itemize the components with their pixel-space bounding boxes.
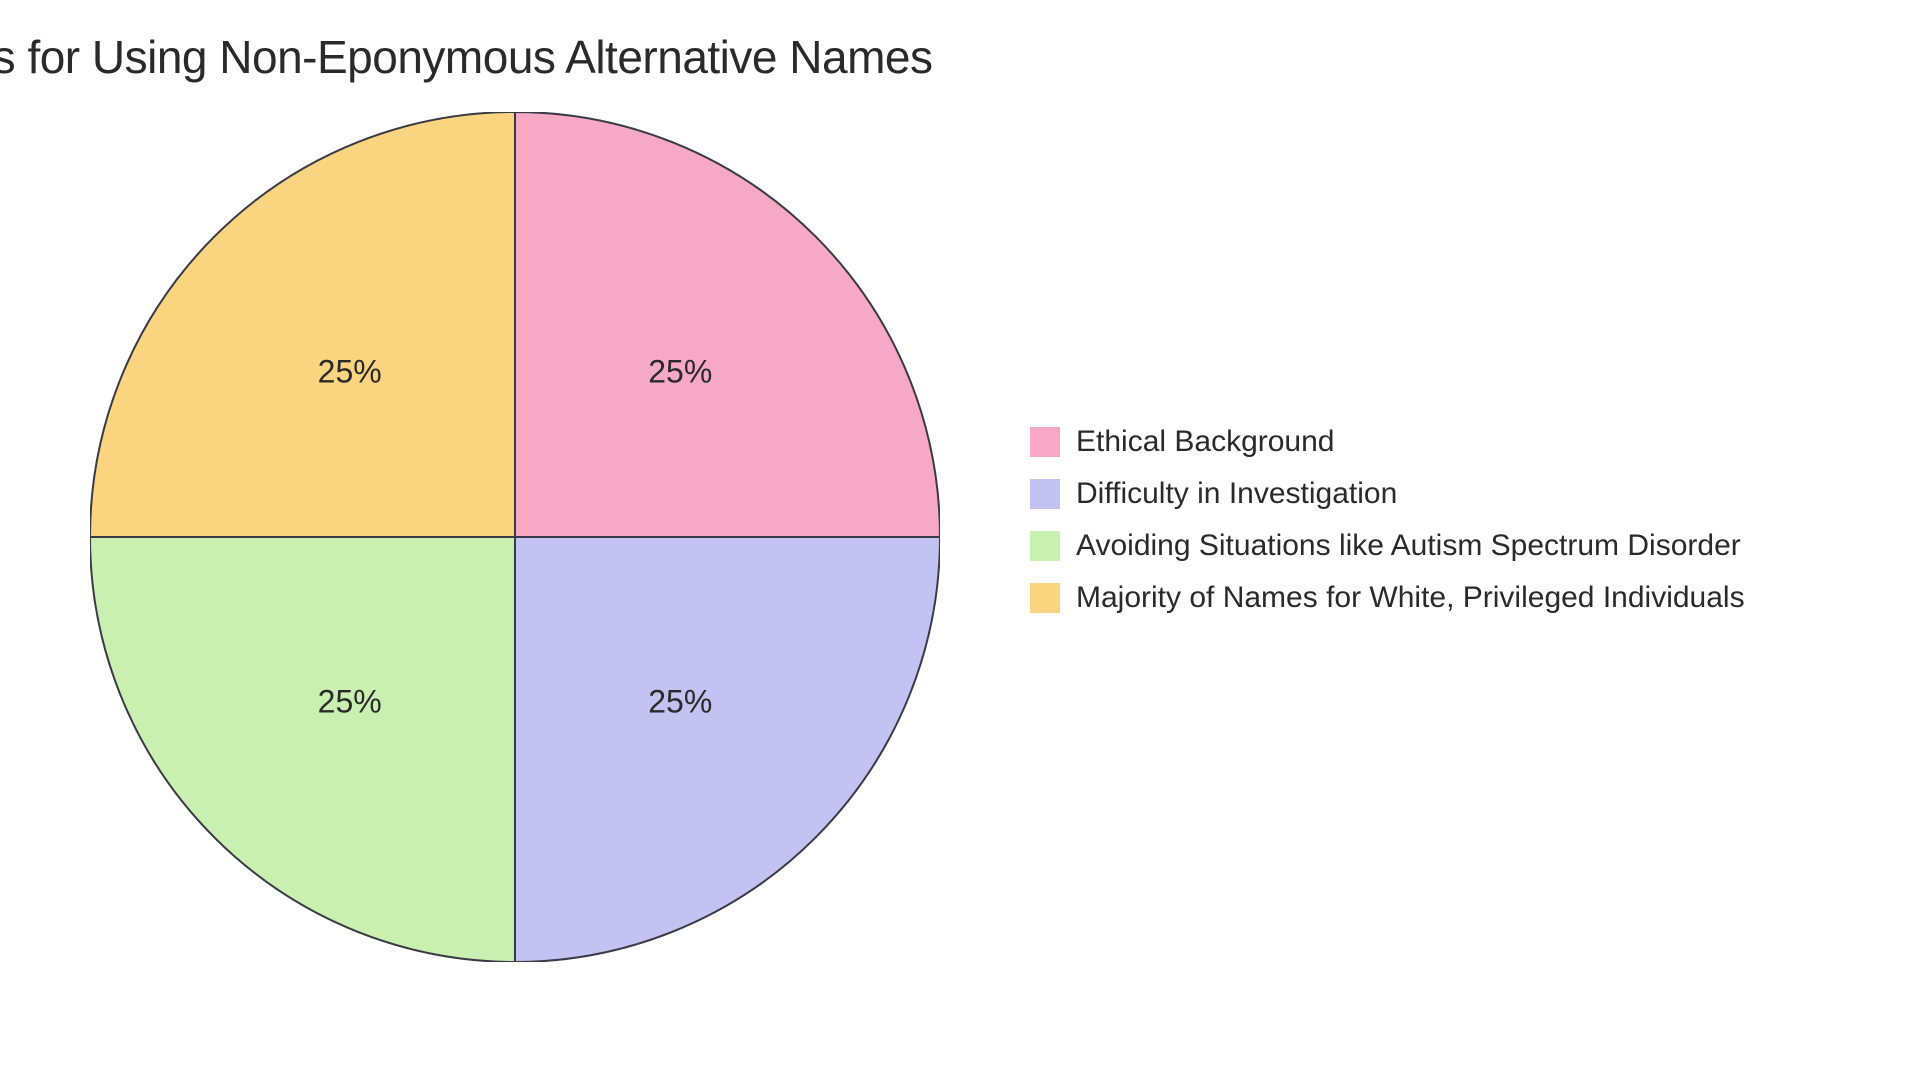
pie-svg [90,112,940,962]
legend-swatch-1 [1030,479,1060,509]
legend-label-2: Avoiding Situations like Autism Spectrum… [1076,529,1741,563]
pie-slice-0 [515,112,940,537]
legend-item-2: Avoiding Situations like Autism Spectrum… [1030,529,1745,563]
legend-label-3: Majority of Names for White, Privileged … [1076,581,1745,615]
pie-slice-1 [515,537,940,962]
legend-swatch-3 [1030,583,1060,613]
slice-label-0: 25% [648,353,712,390]
legend: Ethical Background Difficulty in Investig… [1030,425,1745,615]
legend-item-0: Ethical Background [1030,425,1745,459]
pie-slice-2 [90,537,515,962]
legend-swatch-2 [1030,531,1060,561]
legend-item-3: Majority of Names for White, Privileged … [1030,581,1745,615]
pie-chart: 25% 25% 25% 25% [90,112,940,962]
slice-label-2: 25% [318,684,382,721]
legend-swatch-0 [1030,427,1060,457]
chart-title: sons for Using Non-Eponymous Alternative… [0,30,932,84]
slice-label-1: 25% [648,684,712,721]
pie-slice-3 [90,112,515,537]
legend-item-1: Difficulty in Investigation [1030,477,1745,511]
legend-label-1: Difficulty in Investigation [1076,477,1397,511]
slice-label-3: 25% [318,353,382,390]
legend-label-0: Ethical Background [1076,425,1335,459]
